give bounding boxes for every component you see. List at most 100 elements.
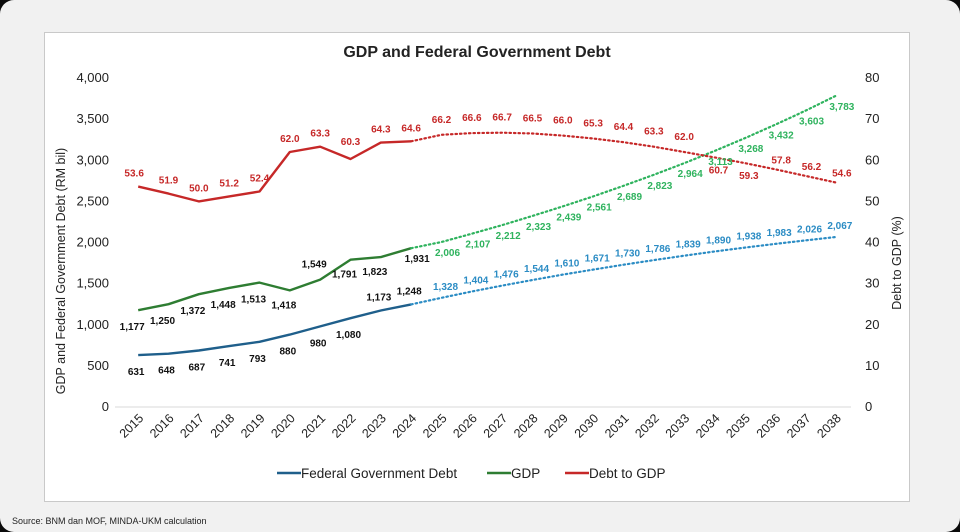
federal-government-debt-data-label: 793 [249,354,266,365]
federal-government-debt-data-label: 741 [219,358,236,369]
gdp-data-label: 3,603 [799,117,824,128]
debt-to-gdp-data-label: 59.3 [739,171,759,182]
x-tick-label: 2026 [450,411,480,441]
y2-axis-title: Debt to GDP (%) [890,216,904,310]
y-tick-label: 0 [102,399,109,414]
x-tick-label: 2032 [632,411,662,441]
gdp-data-label: 1,513 [241,295,266,306]
gdp-data-label: 3,268 [738,144,763,155]
federal-government-debt-line-actual [138,303,412,357]
debt-to-gdp-data-label: 51.2 [219,178,239,189]
gdp-data-label: 3,113 [708,157,733,168]
gdp-legend-label: GDP [511,466,540,481]
gdp-line-actual [137,247,412,312]
data-labels: 631 648 687 741 793 880 980 1,080 1,173 1,248 1,32… [120,102,855,378]
gdp-data-label: 1,791 [332,270,357,281]
debt-to-gdp-line-actual [137,140,412,203]
federal-government-debt-data-label: 687 [188,362,205,373]
federal-government-debt-data-label: 1,544 [524,264,549,275]
gdp-data-label: 3,783 [829,102,854,113]
federal-government-debt-data-label: 1,404 [463,276,488,287]
gdp-data-label: 1,177 [120,322,145,333]
x-tick-label: 2019 [238,411,268,441]
debt-to-gdp-data-label: 66.0 [553,116,573,127]
gdp-data-label: 2,006 [435,248,460,259]
y-tick-label: 3,500 [76,111,109,126]
x-tick-label: 2025 [420,411,450,441]
federal-government-debt-data-label: 1,248 [397,286,422,297]
debt-to-gdp-data-label: 64.3 [371,125,391,136]
x-tick-label: 2028 [511,411,541,441]
gdp-data-label: 2,561 [587,202,612,213]
y2-tick-label: 70 [865,111,879,126]
y2-tick-label: 50 [865,193,879,208]
debt-to-gdp-data-label: 63.3 [644,127,664,138]
gdp-data-label: 2,107 [465,240,490,251]
federal-government-debt-data-label: 1,983 [767,228,792,239]
x-tick-label: 2033 [663,411,693,441]
debt-to-gdp-data-label: 50.0 [189,183,209,194]
y-tick-label: 3,000 [76,152,109,167]
source-note: Source: BNM dan MOF, MINDA-UKM calculati… [12,516,207,526]
x-tick-label: 2030 [572,411,602,441]
federal-government-debt-data-label: 1,839 [676,240,701,251]
federal-government-debt-data-label: 2,067 [827,221,852,232]
series-lines [137,94,837,357]
federal-government-debt-data-label: 1,786 [645,244,670,255]
x-tick-label: 2023 [359,411,389,441]
federal-government-debt-data-label: 1,890 [706,236,731,247]
debt-to-gdp-data-label: 60.3 [341,137,361,148]
x-tick-label: 2037 [784,411,814,441]
y2-tick-label: 60 [865,152,879,167]
debt-to-gdp-data-label: 54.6 [832,168,852,179]
chart: GDP and Federal Government Debt GDP and … [54,44,904,481]
chart-title: GDP and Federal Government Debt [343,44,611,61]
gdp-data-label: 2,964 [678,169,703,180]
gdp-data-label: 2,212 [496,231,521,242]
federal-government-debt-data-label: 1,730 [615,249,640,260]
debt-to-gdp-data-label: 51.9 [159,176,179,187]
x-tick-label: 2020 [268,411,298,441]
debt-to-gdp-data-label: 66.6 [462,113,482,124]
debt-to-gdp-line-forecast [410,131,837,184]
gdp-line-forecast [410,94,837,250]
gdp-data-label: 2,689 [617,192,642,203]
debt-to-gdp-data-label: 57.8 [771,155,791,166]
debt-to-gdp-legend-label: Debt to GDP [589,466,666,481]
x-tick-label: 2038 [814,411,844,441]
y-tick-label: 2,500 [76,193,109,208]
federal-government-debt-data-label: 2,026 [797,224,822,235]
x-tick-label: 2036 [754,411,784,441]
federal-government-debt-data-label: 1,173 [366,293,391,304]
federal-government-debt-data-label: 1,080 [336,330,361,341]
debt-to-gdp-data-label: 56.2 [802,162,822,173]
federal-government-debt-data-label: 1,671 [585,254,610,265]
y-tick-label: 1,500 [76,276,109,291]
gdp-data-label: 1,549 [302,260,327,271]
debt-to-gdp-data-label: 64.4 [614,122,634,133]
y2-tick-label: 30 [865,276,879,291]
y2-tick-label: 80 [865,70,879,85]
x-tick-label: 2017 [177,411,207,441]
x-tick-label: 2016 [147,411,177,441]
gdp-data-label: 1,931 [405,254,430,265]
y2-tick-label: 10 [865,358,879,373]
y-axis-ticks: 0 500 1,000 1,500 2,000 2,500 3,000 3,500 4,000 [76,70,109,414]
debt-to-gdp-data-label: 62.0 [674,132,694,143]
gdp-data-label: 1,372 [180,306,205,317]
gdp-data-label: 1,250 [150,316,175,327]
gdp-data-label: 1,418 [271,300,296,311]
y-tick-label: 500 [87,358,109,373]
x-tick-label: 2021 [299,411,329,441]
y-axis-title: GDP and Federal Government Debt (RM bil) [54,148,68,394]
debt-to-gdp-data-label: 66.5 [523,114,543,125]
federal-government-debt-data-label: 1,938 [736,232,761,243]
y-tick-label: 1,000 [76,317,109,332]
gdp-data-label: 2,323 [526,222,551,233]
chart-frame: GDP and Federal Government Debt GDP and … [44,32,910,502]
x-tick-label: 2029 [541,411,571,441]
debt-to-gdp-data-label: 60.7 [709,165,729,176]
x-axis-ticks: 2015 2016 2017 2018 2019 2020 2021 2022 2023 2024… [117,411,844,441]
gdp-data-label: 3,432 [769,131,794,142]
